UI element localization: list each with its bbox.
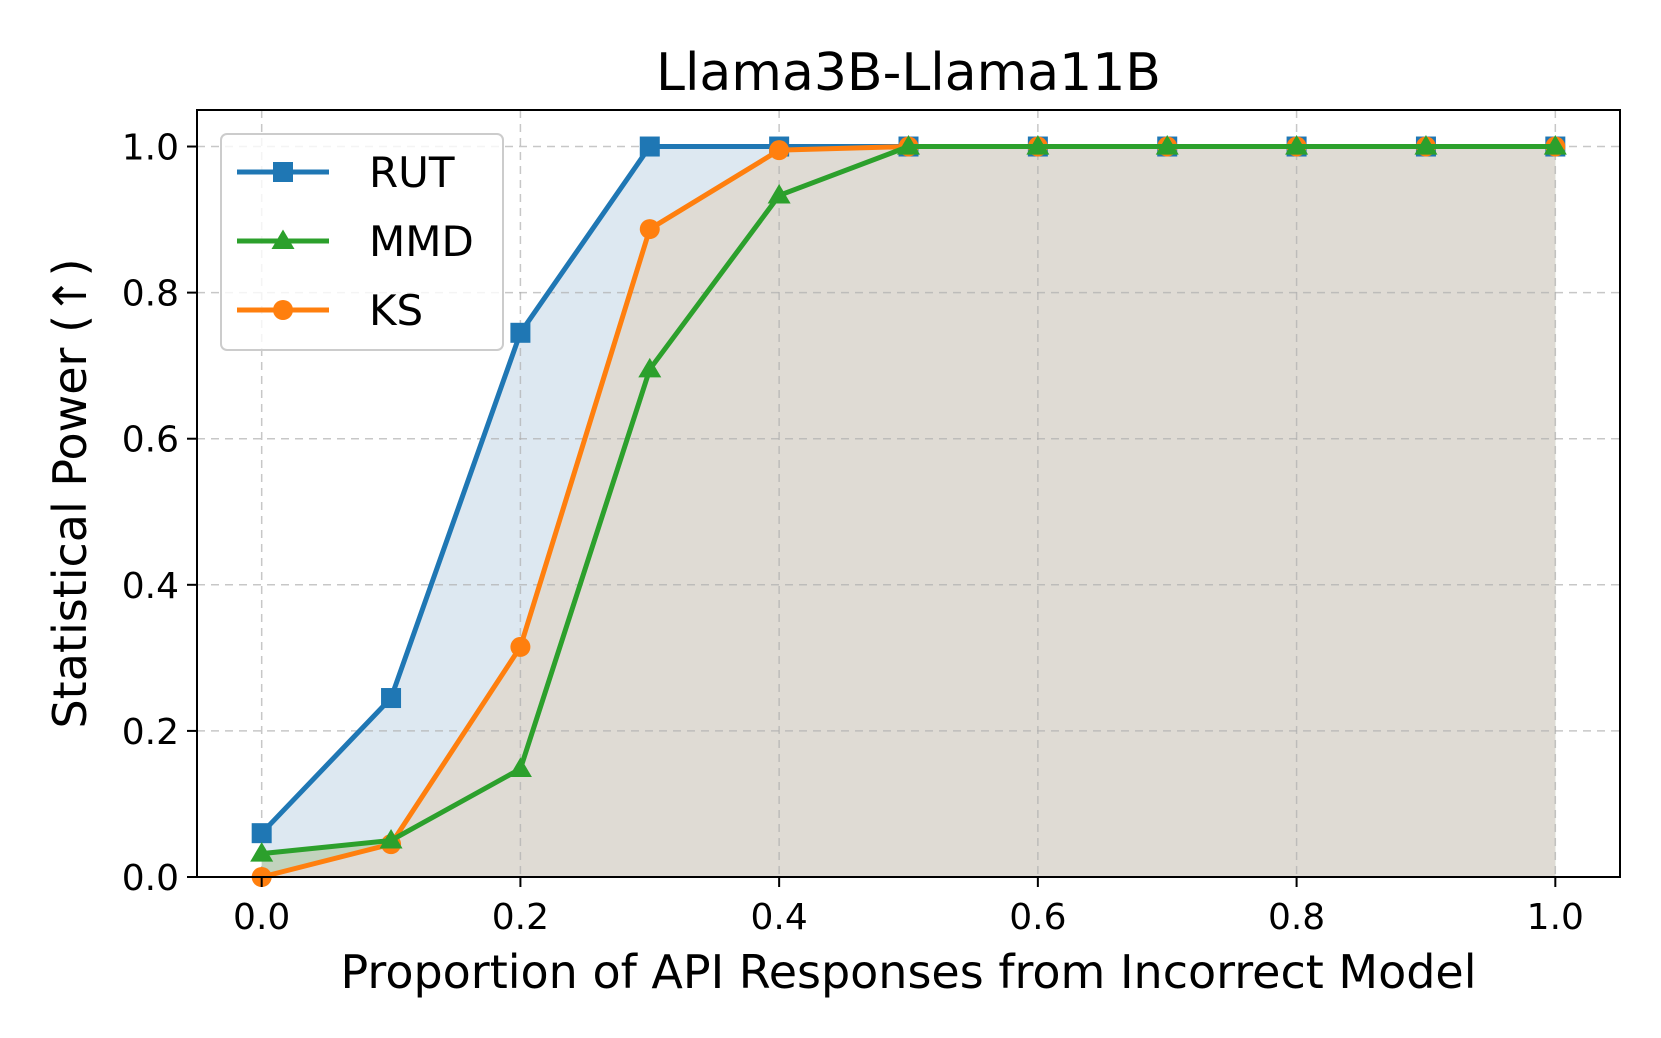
area-fills: [261, 146, 1556, 877]
x-tick-label: 0.0: [233, 897, 290, 938]
y-tick-label: 1.0: [122, 128, 179, 169]
data-point-mmd: [250, 842, 274, 862]
y-tick-label: 0.2: [122, 712, 179, 753]
series-mmd: [250, 135, 1567, 862]
data-point-ks: [639, 219, 660, 240]
data-point-mmd: [638, 357, 662, 378]
data-point-mmd: [1155, 135, 1179, 155]
data-point-mmd: [767, 183, 791, 204]
axis-ticks: 0.0 0.2 0.4 0.6 0.8 1.0 0.0 0.2 0.4 0.6 0.8 1.0: [122, 128, 1584, 938]
x-axis-label: Proportion of API Responses from Incorre…: [340, 945, 1476, 999]
grid-lines: [197, 110, 1620, 878]
x-tick-label: 0.8: [1268, 897, 1325, 938]
data-point-mmd: [1285, 135, 1309, 155]
data-point-mmd: [1026, 135, 1050, 155]
data-point-mmd: [897, 135, 920, 155]
x-tick-label: 1.0: [1527, 897, 1584, 938]
series-lines: [250, 135, 1567, 887]
legend-marker-triangle: [271, 229, 295, 250]
y-axis-label: Statistical Power (↑): [43, 258, 97, 728]
data-point-ks: [510, 636, 531, 657]
legend-box: [220, 133, 504, 351]
chart-title: Llama3B-Llama11B: [656, 43, 1161, 103]
data-point-mmd: [379, 828, 403, 849]
legend-marker-circle: [273, 300, 293, 320]
y-tick-label: 0.6: [122, 420, 179, 461]
y-tick-label: 0.4: [122, 566, 179, 607]
data-point-ks: [769, 140, 790, 161]
plot-frame: [196, 109, 1621, 878]
legend-item-mmd: MMD: [237, 217, 474, 266]
x-tick-label: 0.2: [492, 897, 549, 938]
legend-label: RUT: [369, 148, 455, 197]
data-point-rut: [510, 322, 531, 343]
data-point-mmd: [1543, 135, 1567, 155]
data-point-rut: [381, 688, 402, 709]
y-tick-label: 0.8: [122, 274, 179, 315]
legend-item-rut: RUT: [237, 148, 455, 197]
legend-item-ks: KS: [237, 286, 423, 335]
legend: RUT MMD KS: [220, 133, 504, 351]
legend-label: KS: [369, 286, 423, 335]
data-point-mmd: [508, 757, 532, 777]
data-point-mmd: [1414, 135, 1438, 155]
y-tick-label: 0.0: [122, 858, 179, 899]
data-point-rut: [251, 823, 272, 844]
area-fill-ks: [261, 146, 1556, 877]
x-tick-label: 0.6: [1009, 897, 1066, 938]
x-tick-label: 0.4: [751, 897, 808, 938]
data-point-rut: [639, 136, 660, 157]
legend-marker-square: [273, 162, 293, 182]
legend-label: MMD: [369, 217, 474, 266]
